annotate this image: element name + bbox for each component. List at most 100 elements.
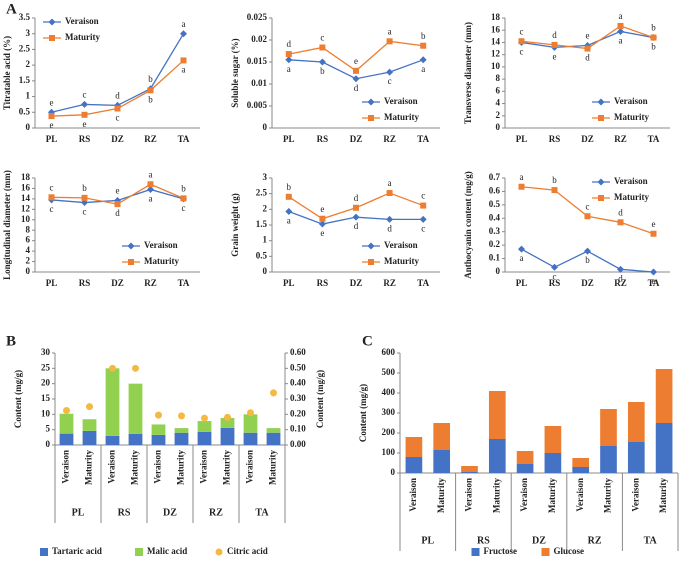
group-label: PL	[421, 535, 434, 546]
y-tick-label: 0.40	[290, 378, 306, 388]
significance-letter: a	[619, 11, 623, 21]
panel-label: A	[6, 1, 17, 17]
bar-segment	[627, 402, 645, 442]
marker	[386, 215, 394, 223]
bar-segment	[174, 428, 189, 433]
marker	[114, 201, 121, 208]
dot	[247, 409, 254, 417]
y-tick-label: 6	[496, 85, 501, 95]
y-tick-label: 500	[382, 367, 396, 377]
y-tick-label: 5	[46, 424, 51, 434]
legend-label: Maturity	[384, 256, 419, 266]
legend-marker	[127, 242, 135, 250]
marker	[318, 58, 326, 66]
legend-label: Veraison	[614, 96, 648, 106]
marker	[650, 230, 657, 237]
legend-marker	[598, 195, 604, 201]
significance-letter: e	[553, 51, 557, 61]
bar-segment	[516, 451, 534, 464]
panel-label: C	[362, 333, 373, 349]
significance-letter: e	[50, 97, 54, 107]
group-label: RS	[118, 507, 131, 518]
axis-title: Grain weight (g)	[230, 193, 240, 257]
y-tick-label: 0.5	[489, 199, 501, 209]
x-tick-label: TA	[178, 278, 190, 288]
marker	[386, 38, 393, 45]
significance-letter: c	[586, 201, 590, 211]
y-tick-label: 0	[263, 122, 268, 132]
bar-segment	[572, 467, 590, 473]
significance-letter: a	[182, 19, 186, 29]
bar-segment	[59, 413, 74, 434]
y-tick-label: 25	[41, 362, 51, 372]
x-tick-label: DZ	[350, 278, 363, 288]
axis-title: Content (mg/g)	[315, 370, 325, 428]
bar-segment	[405, 437, 423, 457]
bar-segment	[105, 368, 120, 436]
bar-segment	[151, 434, 166, 445]
marker	[318, 220, 326, 228]
legend-label: Maturity	[144, 256, 179, 266]
x-tick-label: RZ	[383, 278, 396, 288]
y-tick-label: 0.1	[489, 253, 501, 263]
x-tick-label: RZ	[383, 134, 396, 144]
y-tick-label: 1.5	[19, 75, 31, 85]
group-label: TA	[255, 507, 269, 518]
marker	[584, 213, 591, 220]
x-tick-label: DZ	[350, 134, 363, 144]
dot	[155, 411, 162, 419]
significance-letter: d	[115, 90, 120, 100]
x-tick-label: PL	[283, 134, 295, 144]
x-tick-label: RZ	[614, 278, 627, 288]
significance-letter: e	[116, 186, 120, 196]
significance-letter: d	[115, 208, 120, 218]
bar-segment	[461, 466, 478, 472]
significance-letter: b	[148, 94, 153, 104]
marker	[617, 219, 624, 226]
marker	[81, 194, 88, 201]
legend-marker	[135, 548, 143, 556]
marker	[420, 202, 427, 209]
y-tick-label: 0.60	[290, 347, 306, 357]
axis-title: Titratable acid (%)	[2, 36, 12, 110]
legend-label: Maturity	[384, 112, 419, 122]
y-tick-label: 2.5	[19, 43, 31, 53]
y-tick-label: 2	[496, 110, 501, 120]
group-label: RZ	[588, 535, 602, 546]
legend-marker	[215, 548, 223, 556]
x-tick-label: DZ	[111, 278, 124, 288]
bar-segment	[243, 414, 258, 433]
x-tick-label: TA	[417, 134, 429, 144]
significance-letter: c	[83, 207, 87, 217]
group-label: RS	[477, 535, 490, 546]
x-tick-label: PL	[516, 278, 528, 288]
x-tick-label: Veraison	[153, 450, 163, 484]
y-tick-label: 300	[382, 407, 396, 417]
legend-marker	[40, 548, 48, 556]
bar-segment	[82, 419, 97, 431]
significance-letter: c	[116, 113, 120, 123]
legend-marker	[49, 35, 55, 41]
axis-title: Content (mg/g)	[358, 384, 368, 442]
x-tick-label: RZ	[144, 134, 157, 144]
bar-segment	[266, 432, 281, 445]
y-tick-label: 0.5	[19, 106, 31, 116]
significance-letter: d	[287, 39, 292, 49]
y-tick-label: 8	[26, 224, 31, 234]
y-tick-label: 0	[26, 266, 31, 276]
bar-segment	[600, 446, 617, 473]
axis-title: Transverse diameter (mm)	[463, 22, 473, 124]
y-tick-label: 3	[26, 28, 31, 38]
significance-letter: a	[421, 64, 425, 74]
significance-letter: d	[354, 193, 359, 203]
y-tick-label: 0.00	[290, 439, 306, 449]
y-tick-label: 6	[26, 235, 31, 245]
bar-segment	[600, 409, 617, 446]
marker	[285, 208, 293, 216]
bar-segment	[82, 430, 97, 445]
significance-letter: d	[618, 273, 623, 283]
marker	[551, 41, 558, 48]
marker	[352, 213, 360, 221]
x-tick-label: Maturity	[176, 450, 186, 485]
legend-marker	[541, 548, 550, 556]
